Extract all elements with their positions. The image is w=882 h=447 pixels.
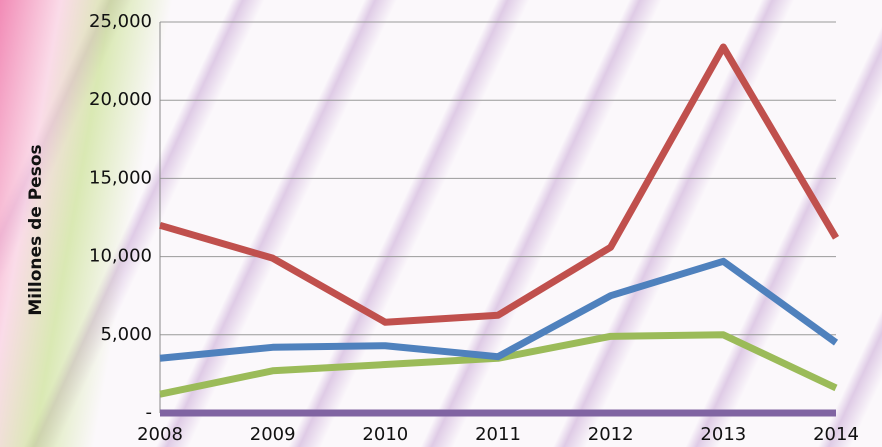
y-tick-label: 25,000 — [89, 11, 152, 32]
x-tick-label: 2011 — [475, 424, 521, 445]
x-tick-label: 2014 — [813, 424, 859, 445]
y-axis-label: Millones de Pesos — [26, 144, 46, 315]
x-tick-label: 2008 — [137, 424, 183, 445]
y-tick-label: 10,000 — [89, 246, 152, 267]
series-line — [159, 331, 838, 398]
y-tick-label: 5,000 — [100, 324, 152, 345]
y-tick-label: 20,000 — [89, 89, 152, 110]
x-tick-label: 2009 — [250, 424, 296, 445]
y-tick-label: - — [146, 402, 153, 423]
series-line — [159, 257, 839, 362]
x-tick-label: 2012 — [588, 424, 634, 445]
x-tick-label: 2010 — [362, 424, 408, 445]
x-tick-label: 2013 — [700, 424, 746, 445]
series-line — [159, 43, 840, 326]
y-tick-label: 15,000 — [89, 167, 152, 188]
